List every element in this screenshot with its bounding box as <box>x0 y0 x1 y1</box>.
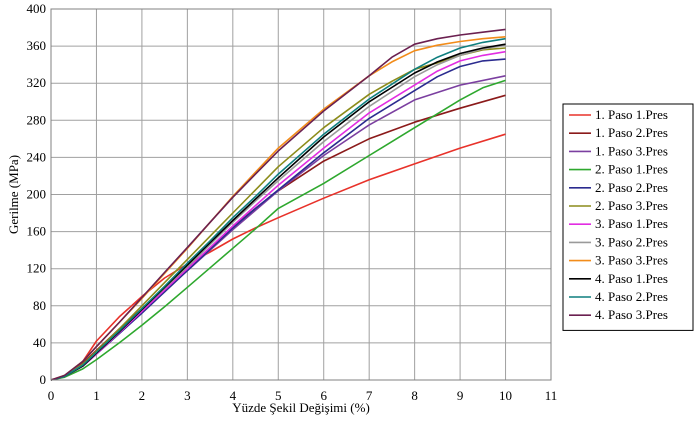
y-tick-label: 240 <box>27 149 47 164</box>
legend-label: 3. Paso 1.Pres <box>595 216 668 231</box>
legend-label: 3. Paso 3.Pres <box>595 253 668 268</box>
y-tick-label: 40 <box>33 335 46 350</box>
series-line-12 <box>50 28 506 381</box>
y-tick-label: 200 <box>27 187 47 202</box>
plot-frame <box>50 8 552 381</box>
legend-label: 1. Paso 2.Pres <box>595 125 668 140</box>
series-layer <box>50 28 506 381</box>
x-tick-label: 1 <box>93 388 100 403</box>
series-line-4 <box>50 79 506 381</box>
x-tick-label: 3 <box>184 388 191 403</box>
x-tick-label: 9 <box>457 388 464 403</box>
legend-box <box>562 103 694 331</box>
y-tick-label: 280 <box>27 112 47 127</box>
legend-label: 2. Paso 3.Pres <box>595 198 668 213</box>
series-line-11 <box>50 37 506 381</box>
x-axis-label: Yüzde Şekil Değişimi (%) <box>232 400 370 415</box>
y-tick-label: 80 <box>33 298 46 313</box>
y-tick-label: 360 <box>27 38 47 53</box>
legend-label: 2. Paso 2.Pres <box>595 180 668 195</box>
y-axis-label: Gerilme (MPa) <box>6 155 21 234</box>
x-tick-labels: 0 1 2 3 4 5 6 7 8 9 10 11 <box>48 388 558 403</box>
legend-label: 3. Paso 2.Pres <box>595 234 668 249</box>
legend-label: 4. Paso 2.Pres <box>595 289 668 304</box>
x-tick-label: 6 <box>320 388 327 403</box>
x-tick-label: 5 <box>275 388 282 403</box>
legend: 1. Paso 1.Pres 1. Paso 2.Pres 1. Paso 3.Pr… <box>562 103 694 331</box>
y-tick-labels: 0 40 80 120 160 200 240 280 320 360 400 <box>27 1 47 387</box>
y-tick-label: 0 <box>40 372 47 387</box>
x-tick-label: 11 <box>545 388 558 403</box>
x-tick-label: 4 <box>230 388 237 403</box>
legend-label: 4. Paso 3.Pres <box>595 307 668 322</box>
legend-label: 4. Paso 1.Pres <box>595 271 668 286</box>
x-tick-label: 10 <box>499 388 512 403</box>
legend-label: 2. Paso 1.Pres <box>595 162 668 177</box>
series-line-1 <box>50 133 506 381</box>
y-tick-label: 120 <box>27 261 47 276</box>
x-tick-label: 8 <box>411 388 418 403</box>
legend-label: 1. Paso 1.Pres <box>595 107 668 122</box>
y-tick-label: 160 <box>27 224 47 239</box>
y-tick-label: 400 <box>27 1 47 16</box>
x-tick-label: 0 <box>48 388 55 403</box>
y-tick-label: 320 <box>27 75 47 90</box>
x-tick-label: 2 <box>139 388 146 403</box>
legend-label: 1. Paso 3.Pres <box>595 143 668 158</box>
x-tick-label: 7 <box>366 388 373 403</box>
